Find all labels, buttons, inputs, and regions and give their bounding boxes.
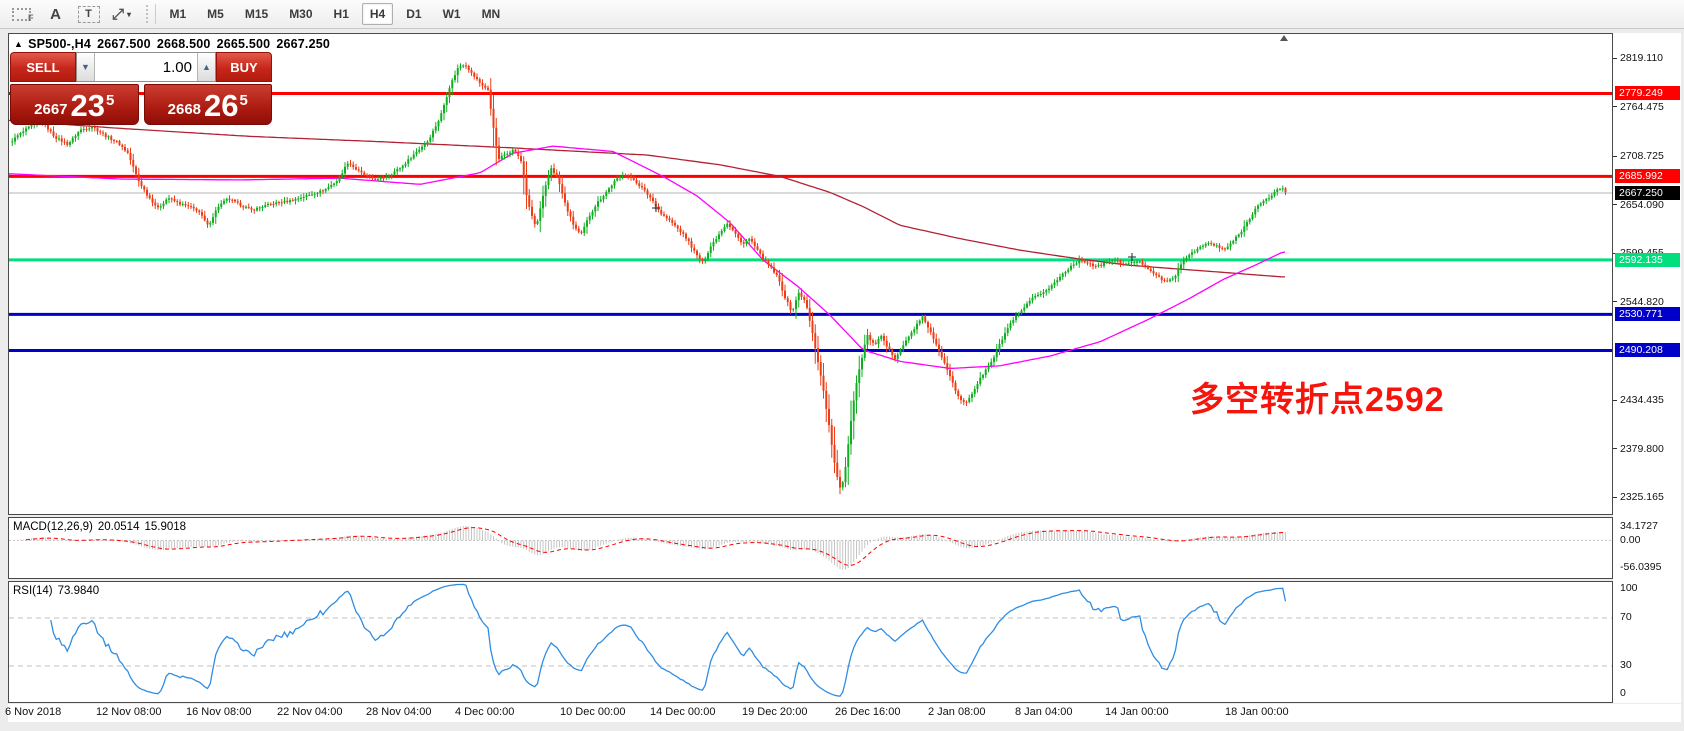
price-tick-mark xyxy=(1613,57,1617,59)
time-axis-label: 26 Dec 16:00 xyxy=(835,706,901,718)
timeframe-H4[interactable]: H4 xyxy=(361,3,394,25)
price-line-badge: 2490.208 xyxy=(1615,343,1680,358)
timeframe-M15[interactable]: M15 xyxy=(244,7,269,21)
ohlc-low: 2665.500 xyxy=(216,37,271,51)
macd-name: MACD(12,26,9) xyxy=(13,521,93,533)
rsi-axis-label: 100 xyxy=(1620,582,1638,594)
time-axis-area[interactable] xyxy=(8,704,1681,722)
price-axis-labels: 2819.1102764.4752708.7252654.0902599.455… xyxy=(1613,0,1684,731)
price-tick-label: 2325.165 xyxy=(1620,491,1664,504)
price-tick-label: 2764.475 xyxy=(1620,100,1664,113)
macd-axis-label: -56.0395 xyxy=(1620,561,1662,573)
macd-signal-value: 15.9018 xyxy=(144,521,187,533)
time-axis-label: 14 Dec 00:00 xyxy=(650,706,716,718)
timeframe-M30[interactable]: M30 xyxy=(289,7,313,21)
timeframe-M1[interactable]: M1 xyxy=(169,7,187,21)
text-label-icon[interactable]: A xyxy=(50,5,61,23)
chart-title: ▲ SP500-,H4 2667.500 2668.500 2665.500 2667.2… xyxy=(14,37,336,51)
price-line-badge: 2685.992 xyxy=(1615,169,1680,184)
time-axis-label: 8 Jan 04:00 xyxy=(1015,706,1073,718)
price-tick-mark xyxy=(1613,399,1617,401)
price-tick-label: 2708.725 xyxy=(1620,150,1664,163)
ohlc-open: 2667.500 xyxy=(97,37,151,51)
toolbar-separator xyxy=(154,4,156,24)
buy-price-major: 2668 xyxy=(167,101,202,118)
buy-price-point: 5 xyxy=(239,92,248,109)
macd-axis-label: 0.00 xyxy=(1620,534,1641,546)
time-axis-label: 18 Jan 00:00 xyxy=(1225,706,1289,718)
price-tick-label: 2654.090 xyxy=(1620,198,1664,211)
buy-button[interactable]: BUY xyxy=(216,52,272,82)
price-tick-label: 2544.820 xyxy=(1620,295,1664,308)
time-axis-label: 10 Dec 00:00 xyxy=(560,706,626,718)
rsi-value: 73.9840 xyxy=(57,585,100,597)
price-line-badge: 2667.250 xyxy=(1615,186,1680,201)
price-tick-mark xyxy=(1613,106,1617,108)
buy-price-display[interactable]: 2668 26 5 xyxy=(143,84,272,125)
sell-price-major: 2667 xyxy=(34,101,68,118)
time-axis-label: 6 Nov 2018 xyxy=(5,706,62,718)
chevron-down-icon: ▾ xyxy=(127,9,132,19)
time-axis-labels: 6 Nov 2018 12 Nov 08:00 16 Nov 08:00 22 Nov… xyxy=(0,706,1684,722)
toolbar: F A T ⤢ ▾ M1 M5 M15 M30 H1 H4 D1 W1 MN xyxy=(0,0,1684,29)
timeframe-M5[interactable]: M5 xyxy=(207,7,224,21)
symbol-timeframe: SP500-,H4 xyxy=(28,37,92,51)
text-box-icon[interactable]: T xyxy=(77,5,100,23)
time-axis-label: 4 Dec 00:00 xyxy=(455,706,515,718)
ohlc-close: 2667.250 xyxy=(276,37,331,51)
price-line-badge: 2592.135 xyxy=(1615,252,1680,267)
collapse-panel-icon[interactable]: ▲ xyxy=(14,39,24,49)
ohlc-high: 2668.500 xyxy=(156,37,211,51)
rsi-axis-label: 30 xyxy=(1620,659,1632,671)
timeframe-H1[interactable]: H1 xyxy=(333,7,349,21)
time-axis-label: 19 Dec 20:00 xyxy=(742,706,808,718)
price-tick-mark xyxy=(1613,204,1617,206)
volume-input[interactable] xyxy=(95,53,197,81)
sell-price-display[interactable]: 2667 23 5 xyxy=(10,84,139,125)
sell-button[interactable]: SELL xyxy=(10,52,76,82)
volume-stepper: ▼ ▲ xyxy=(76,52,216,82)
price-tick-mark xyxy=(1613,496,1617,498)
timeframe-D1[interactable]: D1 xyxy=(406,7,422,21)
toolbar-drag-handle[interactable] xyxy=(145,5,151,23)
price-tick-mark xyxy=(1613,301,1617,303)
timeframe-W1[interactable]: W1 xyxy=(442,7,461,21)
macd-panel[interactable] xyxy=(8,517,1613,579)
time-axis-label: 16 Nov 08:00 xyxy=(186,706,252,718)
indicator-dots-icon[interactable]: F xyxy=(12,3,34,25)
sell-price-pips: 23 xyxy=(70,88,105,123)
price-line-badge: 2530.771 xyxy=(1615,307,1680,322)
macd-axis-label: 34.1727 xyxy=(1620,520,1658,532)
timeframe-MN[interactable]: MN xyxy=(481,7,501,21)
timeframe-buttons: M1 M5 M15 M30 H1 H4 D1 W1 MN xyxy=(162,3,514,25)
volume-decrease-button[interactable]: ▼ xyxy=(77,53,95,81)
macd-main-value: 20.0514 xyxy=(97,521,140,533)
price-axis-area[interactable] xyxy=(1613,33,1681,703)
chart-text-annotation[interactable]: 多空转折点2592 xyxy=(1190,381,1445,419)
rsi-panel[interactable] xyxy=(8,581,1613,703)
time-axis-label: 12 Nov 08:00 xyxy=(96,706,162,718)
arrows-tool-icon[interactable]: ⤢ ▾ xyxy=(111,5,132,23)
price-tick-label: 2434.435 xyxy=(1620,394,1664,407)
price-tick-mark xyxy=(1613,155,1617,157)
price-tick-label: 2379.800 xyxy=(1620,442,1664,455)
rsi-axis-label: 0 xyxy=(1620,687,1626,699)
rsi-label: RSI(14) 73.9840 xyxy=(13,585,104,597)
price-tick-label: 2819.110 xyxy=(1620,52,1664,64)
time-axis-label: 14 Jan 00:00 xyxy=(1105,706,1169,718)
rsi-axis-label: 70 xyxy=(1620,611,1632,623)
price-tick-mark xyxy=(1613,448,1617,450)
macd-label: MACD(12,26,9) 20.0514 15.9018 xyxy=(13,521,191,533)
time-axis-label: 22 Nov 04:00 xyxy=(277,706,343,718)
time-axis-label: 2 Jan 08:00 xyxy=(928,706,986,718)
time-axis-label: 28 Nov 04:00 xyxy=(366,706,432,718)
rsi-name: RSI(14) xyxy=(13,585,53,597)
volume-increase-button[interactable]: ▲ xyxy=(197,53,215,81)
sell-price-point: 5 xyxy=(106,92,115,109)
price-line-badge: 2779.249 xyxy=(1615,86,1680,101)
buy-price-pips: 26 xyxy=(204,88,239,123)
